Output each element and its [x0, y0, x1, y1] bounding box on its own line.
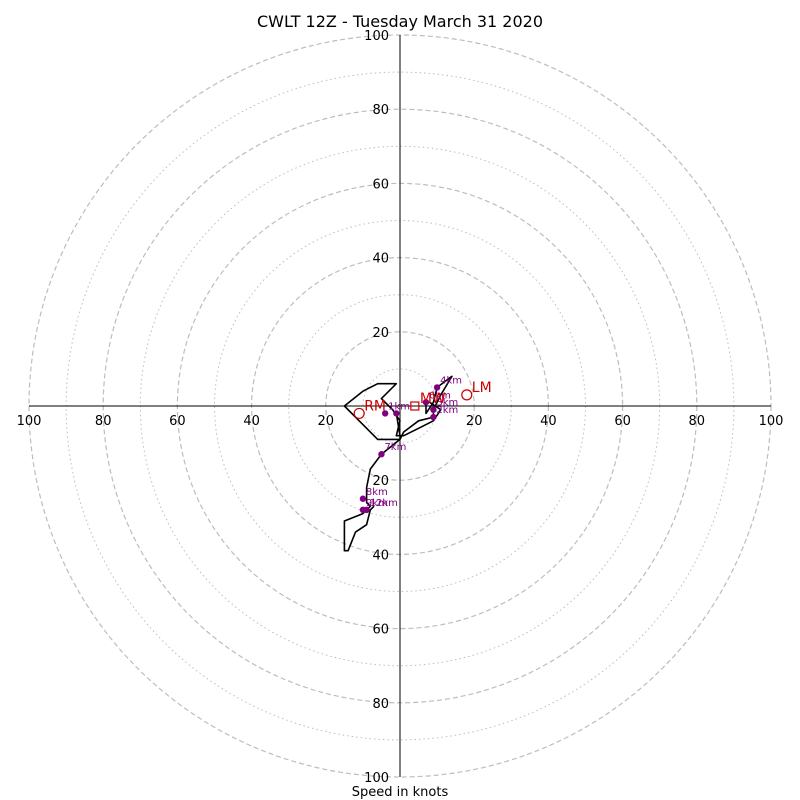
x-tick-label: 100: [759, 414, 784, 429]
chart-title: CWLT 12Z - Tuesday March 31 2020: [257, 12, 543, 31]
height-point-label: 12km: [370, 498, 398, 509]
x-tick-label: 60: [614, 414, 631, 429]
x-tick-label: 40: [540, 414, 557, 429]
y-tick-label: 40: [372, 252, 389, 267]
x-tick-label: 20: [318, 414, 335, 429]
height-point: [433, 384, 441, 391]
height-point-label: 9km: [366, 498, 388, 509]
storm-motion-label: RM: [364, 398, 386, 414]
height-point-label: 2km: [436, 405, 458, 416]
hodograph-trace: [343, 375, 453, 552]
y-tick-label: 20: [372, 474, 389, 489]
y-tick-label: 80: [372, 697, 389, 712]
axes: [29, 35, 771, 777]
y-tick-label: 20: [372, 326, 389, 341]
y-tick-label: 100: [364, 29, 389, 44]
height-point-label: 7km: [384, 442, 406, 453]
y-tick-label: 100: [364, 771, 389, 786]
height-point: [430, 413, 437, 421]
height-point: [359, 495, 367, 502]
height-point: [422, 399, 430, 406]
height-point-label: 3km: [436, 398, 458, 409]
hodograph-trace-group: [343, 375, 453, 552]
x-tick-label: 80: [689, 414, 706, 429]
y-tick-label: 60: [372, 623, 389, 638]
height-point-label: 6km: [429, 390, 451, 401]
tick-labels: 100 100 100 100 80 80 80 80 60 60 60 60 40 40 40 40 20 20…: [17, 29, 784, 786]
x-axis-label: Speed in knots: [352, 785, 449, 800]
x-tick-label: 60: [169, 414, 186, 429]
storm-motion-marker: [353, 407, 365, 420]
x-tick-label: 100: [17, 414, 42, 429]
storm-motion-markers: RM LM MW: [353, 380, 492, 420]
storm-motion-marker: [461, 389, 473, 401]
height-point-label: 8km: [366, 487, 388, 498]
y-tick-label: 80: [372, 103, 389, 118]
height-point-label: 1km: [388, 401, 410, 412]
y-tick-label: 40: [372, 548, 389, 563]
height-point-label: 4km: [440, 375, 462, 386]
x-tick-label: 20: [466, 414, 483, 429]
x-tick-label: 40: [243, 414, 260, 429]
height-point: [363, 506, 370, 514]
height-point: [381, 410, 389, 417]
height-point: [430, 406, 437, 413]
x-tick-label: 80: [95, 414, 112, 429]
mean-wind-marker: [410, 401, 420, 411]
height-point: [393, 410, 400, 417]
height-point: [378, 451, 385, 458]
storm-motion-label: MW: [420, 391, 446, 407]
storm-motion-label: LM: [472, 380, 492, 396]
y-tick-label: 60: [372, 177, 389, 192]
